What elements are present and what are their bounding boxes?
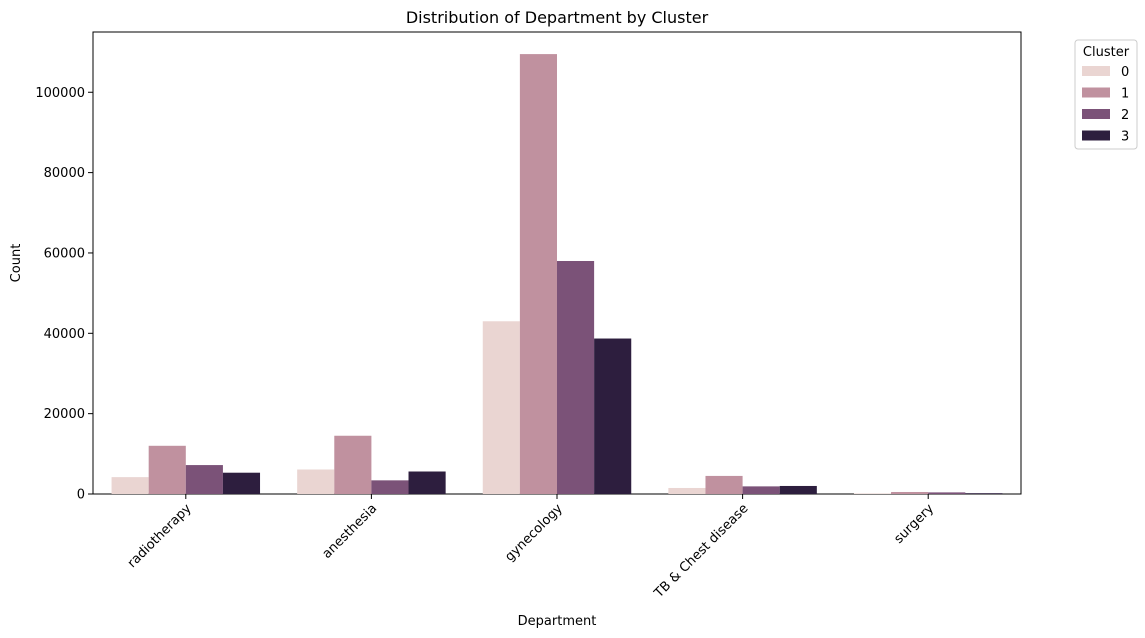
y-tick-label: 0 xyxy=(77,488,85,503)
bar-tb-chest-disease-cluster-1 xyxy=(705,475,743,494)
bar-gynecology-cluster-0 xyxy=(482,321,520,494)
y-tick-label: 40000 xyxy=(44,327,85,342)
bar-gynecology-cluster-1 xyxy=(519,54,557,495)
bar-surgery-cluster-3 xyxy=(965,493,1003,494)
legend-label-cluster-0: 0 xyxy=(1121,65,1129,80)
y-tick-label: 80000 xyxy=(44,166,85,181)
y-tick-label: 20000 xyxy=(44,407,85,422)
legend-label-cluster-3: 3 xyxy=(1121,130,1129,145)
bar-surgery-cluster-2 xyxy=(928,492,966,494)
legend-swatch-cluster-2 xyxy=(1082,109,1110,119)
bar-radiotherapy-cluster-1 xyxy=(148,445,186,494)
legend-swatch-cluster-0 xyxy=(1082,66,1110,76)
bar-tb-chest-disease-cluster-0 xyxy=(668,487,706,494)
x-tick-label: gynecology xyxy=(502,501,566,565)
bar-surgery-cluster-0 xyxy=(853,493,892,494)
y-tick-label: 60000 xyxy=(44,246,85,261)
legend-swatch-cluster-1 xyxy=(1082,87,1110,98)
plot-area: 0 20000 40000 60000 80000 100000 radiotherapy a… xyxy=(35,31,1022,602)
legend-label-cluster-2: 2 xyxy=(1121,108,1129,123)
y-axis-label: Count xyxy=(9,244,24,283)
chart-title: Distribution of Department by Cluster xyxy=(406,8,709,27)
bar-radiotherapy-cluster-0 xyxy=(111,477,149,494)
legend-label-cluster-1: 1 xyxy=(1121,87,1129,102)
bar-radiotherapy-cluster-3 xyxy=(222,472,261,494)
bar-anesthesia-cluster-3 xyxy=(408,471,446,494)
x-tick-label: anesthesia xyxy=(320,501,381,562)
bar-anesthesia-cluster-2 xyxy=(371,480,409,494)
legend-title: Cluster xyxy=(1083,45,1130,60)
bar-tb-chest-disease-cluster-3 xyxy=(779,485,817,494)
x-tick-label: surgery xyxy=(891,501,937,547)
bar-tb-chest-disease-cluster-2 xyxy=(742,486,780,494)
bar-radiotherapy-cluster-2 xyxy=(185,465,223,494)
x-tick-label: TB & Chest disease xyxy=(651,501,751,601)
y-tick-label: 100000 xyxy=(35,86,85,101)
bar-gynecology-cluster-2 xyxy=(557,260,595,494)
bar-surgery-cluster-1 xyxy=(891,491,929,494)
x-tick-label: radiotherapy xyxy=(125,501,195,571)
bar-anesthesia-cluster-0 xyxy=(297,469,335,494)
legend: Cluster 0 1 2 3 xyxy=(1074,39,1138,150)
bar-anesthesia-cluster-1 xyxy=(334,435,372,494)
bar-gynecology-cluster-3 xyxy=(594,338,632,494)
legend-swatch-cluster-3 xyxy=(1082,130,1110,141)
x-axis-label: Department xyxy=(518,614,597,629)
